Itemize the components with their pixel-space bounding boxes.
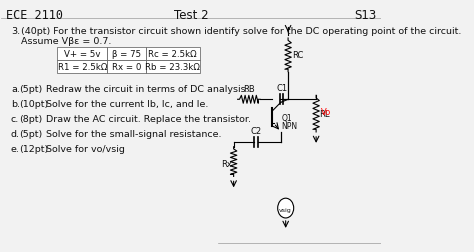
Text: β = 75: β = 75 [112,50,141,58]
Text: d.: d. [11,130,20,138]
Text: Solve for the current Ib, Ic, and Ie.: Solve for the current Ib, Ic, and Ie. [46,100,209,109]
Text: Rc = 2.5kΩ: Rc = 2.5kΩ [148,50,197,58]
Text: Solve for the small-signal resistance.: Solve for the small-signal resistance. [46,130,222,138]
Bar [57,60,107,73]
Text: S13: S13 [354,9,376,22]
Text: Test 2: Test 2 [174,9,209,22]
Text: e.: e. [11,144,20,153]
Text: ECE 2110: ECE 2110 [6,9,63,22]
Text: (5pt): (5pt) [19,130,42,138]
Text: Rx = 0: Rx = 0 [112,62,141,71]
Text: 3.: 3. [11,27,20,36]
Text: C2: C2 [250,127,262,135]
Text: Q1: Q1 [282,113,292,122]
Text: V+ = 5v: V+ = 5v [64,50,100,58]
Bar [107,60,146,73]
Bar [107,48,146,60]
Text: (12pt): (12pt) [19,144,48,153]
Text: RL: RL [319,110,330,119]
Text: (5pt): (5pt) [19,85,42,94]
Text: c.: c. [11,115,19,124]
Text: vsig: vsig [279,207,292,212]
Text: Draw the AC circuit. Replace the transistor.: Draw the AC circuit. Replace the transis… [46,115,251,124]
Text: Solve for vo/vsig: Solve for vo/vsig [46,144,125,153]
Text: Rx: Rx [221,160,232,168]
Text: NPN: NPN [282,122,298,131]
Bar [146,48,200,60]
Text: (10pt): (10pt) [19,100,48,109]
Bar [146,60,200,73]
Circle shape [278,198,294,218]
Text: Rb = 23.3kΩ: Rb = 23.3kΩ [146,62,200,71]
Text: (8pt): (8pt) [19,115,42,124]
Text: a.: a. [11,85,20,94]
Text: RB: RB [243,85,255,94]
Text: Assume Vβε = 0.7.: Assume Vβε = 0.7. [20,37,111,46]
Bar [57,48,107,60]
Text: R1 = 2.5kΩ: R1 = 2.5kΩ [57,62,107,71]
Text: RC: RC [292,51,303,60]
Text: b.: b. [11,100,20,109]
Text: Vo: Vo [321,107,331,116]
Text: Redraw the circuit in terms of DC analysis.: Redraw the circuit in terms of DC analys… [46,85,249,94]
Text: C1: C1 [276,84,287,93]
Text: (40pt) For the transistor circuit shown identify solve for the DC operating poin: (40pt) For the transistor circuit shown … [20,27,461,36]
